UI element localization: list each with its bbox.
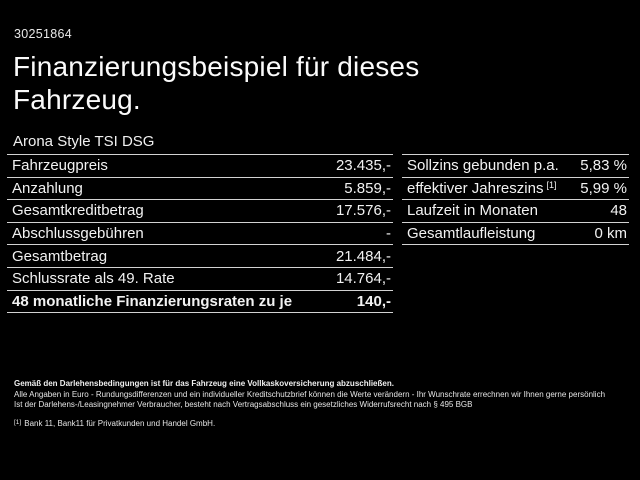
row-value: - [386,225,391,243]
footnotes: Gemäß den Darlehensbedingungen ist für d… [14,379,626,430]
table-row-gesamtbetrag: Gesamtbetrag 21.484,- [7,245,393,268]
table-row-abschlussgebuehren: Abschlussgebühren - [7,223,393,246]
row-value: 48 [610,202,627,220]
footnote-bank-text: Bank 11, Bank11 für Privatkunden und Han… [24,418,216,428]
footnote-reference-marker: [1] [546,179,557,190]
row-label: Abschlussgebühren [12,225,144,243]
vehicle-model: Arona Style TSI DSG [13,133,155,150]
footnote-euro-values: Alle Angaben in Euro - Rundungsdifferenz… [14,389,606,399]
row-label: Fahrzeugpreis [12,157,108,175]
table-row-effektiver-jahreszins: effektiver Jahreszins [1] 5,99 % [402,178,629,201]
table-row-laufzeit: Laufzeit in Monaten 48 [402,200,629,223]
row-value: 140,- [356,292,391,310]
conditions-table: Sollzins gebunden p.a. 5,83 % effektiver… [402,154,629,246]
row-label: Anzahlung [12,179,83,197]
footnote-bank: [1] Bank 11, Bank11 für Privatkunden und … [14,419,626,431]
row-value: 23.435,- [335,157,391,175]
row-value: 14.764,- [335,270,391,288]
table-row-sollzins: Sollzins gebunden p.a. 5,83 % [402,155,629,178]
table-row-fahrzeugpreis: Fahrzeugpreis 23.435,- [7,155,393,178]
table-row-gesamtlaufleistung: Gesamtlaufleistung 0 km [402,223,629,246]
row-label: Sollzins gebunden p.a. [407,157,559,175]
vehicle-id: 30251864 [14,27,73,41]
page-title: Finanzierungsbeispiel für dieses Fahrzeu… [13,51,420,115]
row-label: Gesamtkreditbetrag [12,202,144,220]
footnote-insurance: Gemäß den Darlehensbedingungen ist für d… [14,379,394,388]
table-row-schlussrate: Schlussrate als 49. Rate 14.764,- [7,268,393,291]
row-value: 5,99 % [580,179,627,197]
finance-table: Fahrzeugpreis 23.435,- Anzahlung 5.859,-… [7,154,393,314]
table-row-anzahlung: Anzahlung 5.859,- [7,178,393,201]
footnote-bank-marker: [1] [14,418,22,426]
row-label-text: effektiver Jahreszins [407,179,544,197]
row-label: Gesamtlaufleistung [407,225,536,243]
row-label: Schlussrate als 49. Rate [12,270,175,288]
row-value: 5,83 % [580,157,627,175]
row-value: 5.859,- [344,179,391,197]
row-label: 48 monatliche Finanzierungsraten zu je [12,292,293,310]
table-row-gesamtkreditbetrag: Gesamtkreditbetrag 17.576,- [7,200,393,223]
table-row-monthly-rate: 48 monatliche Finanzierungsraten zu je 1… [7,291,393,314]
footnote-withdrawal-right: Ist der Darlehens-/Leasingnehmer Verbrau… [14,400,473,409]
row-label: Gesamtbetrag [12,247,108,265]
row-label: Laufzeit in Monaten [407,202,538,220]
row-value: 0 km [594,225,627,243]
row-label: effektiver Jahreszins [1] [407,180,556,197]
row-value: 21.484,- [335,247,391,265]
row-value: 17.576,- [335,202,391,220]
